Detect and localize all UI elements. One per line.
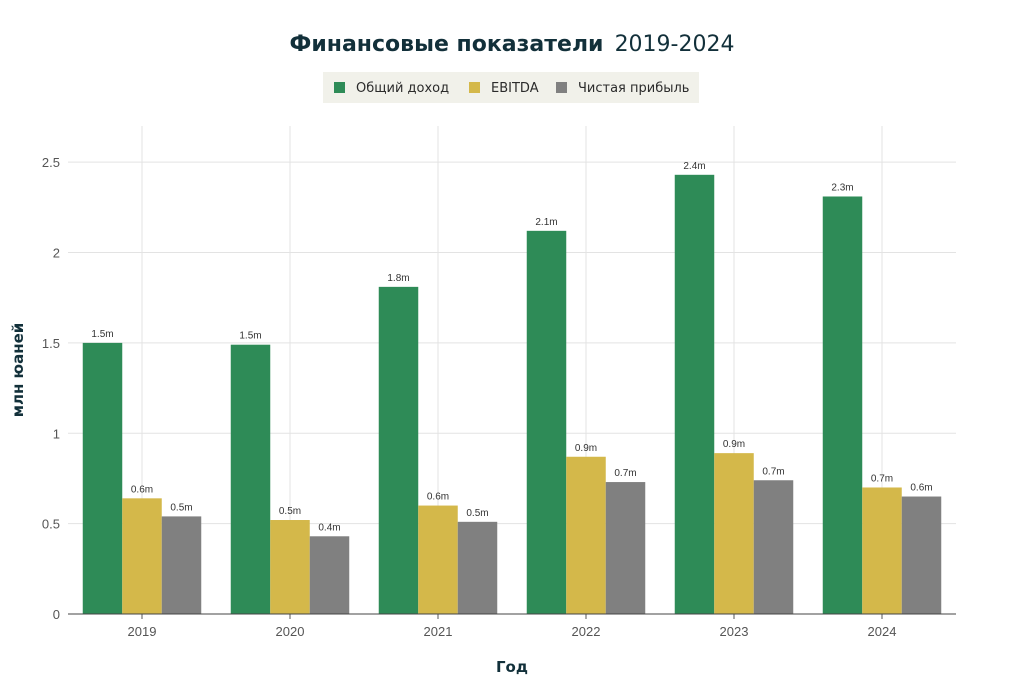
bar [378,286,419,614]
data-label: 2.1m [535,217,557,228]
x-axis-title: Год [496,658,528,676]
data-label: 0.9m [575,443,597,454]
chart-title-years: 2019-2024 [615,32,735,57]
x-tick-label: 2022 [572,624,601,639]
legend: Общий доход EBITDA Чистая прибыль [323,72,699,103]
x-tick-label: 2020 [276,624,305,639]
data-label: 1.8m [387,273,409,284]
x-tick-label: 2024 [868,624,897,639]
bar [753,480,794,614]
chart-title-main: Финансовые показатели [290,32,604,57]
bar [566,456,606,614]
data-labels: 1.5m 0.6m 0.5m 1.5m 0.5m 0.4m 1.8m 0.6m 0.5m 2.1m… [91,161,932,533]
bar [674,174,715,615]
legend-label: Общий доход [356,81,449,96]
y-tick-label: 1.5 [42,336,60,351]
svg-text:Финансовые показатели 20: Финансовые показатели 2019-2024 [290,32,735,57]
bar [82,342,123,614]
data-label: 0.7m [762,466,784,477]
legend-swatch [334,82,345,93]
y-tick-label: 2.5 [42,155,60,170]
x-axis-ticks: 2019 2020 2021 2022 2023 2024 [128,614,897,639]
data-label: 1.5m [239,331,261,342]
data-label: 0.5m [170,502,192,513]
bar [122,498,162,614]
bar [309,536,350,614]
bar [230,344,271,614]
bar [822,196,863,614]
data-label: 0.6m [427,492,449,503]
data-label: 0.5m [466,508,488,519]
legend-swatch [469,82,480,93]
y-tick-label: 1 [53,426,60,441]
bar [714,453,754,614]
x-tick-label: 2023 [720,624,749,639]
chart-title: Финансовые показатели 2019-2024 [290,32,735,57]
legend-label: Чистая прибыль [578,81,689,96]
bar [901,496,942,614]
data-label: 2.4m [683,161,705,172]
bar [270,520,310,614]
y-tick-label: 2 [53,246,60,261]
data-label: 0.4m [318,522,340,533]
data-label: 0.7m [871,473,893,484]
y-axis-ticks: 0 0.5 1 1.5 2 2.5 [42,155,60,622]
bar [457,521,498,614]
bars [82,174,942,615]
x-tick-label: 2019 [128,624,157,639]
y-tick-label: 0.5 [42,517,60,532]
bar [605,482,646,614]
data-label: 0.6m [131,484,153,495]
data-label: 0.6m [910,483,932,494]
legend-background [323,72,699,103]
legend-swatch [556,82,567,93]
bar [526,230,567,614]
data-label: 0.9m [723,439,745,450]
bar [418,505,458,614]
y-axis-title: млн юаней [9,323,27,418]
x-tick-label: 2021 [424,624,453,639]
legend-label: EBITDA [491,81,539,96]
data-label: 1.5m [91,329,113,340]
data-label: 0.7m [614,468,636,479]
y-tick-label: 0 [53,607,60,622]
bar [161,516,202,614]
bar [862,487,902,614]
data-label: 2.3m [831,182,853,193]
data-label: 0.5m [279,506,301,517]
